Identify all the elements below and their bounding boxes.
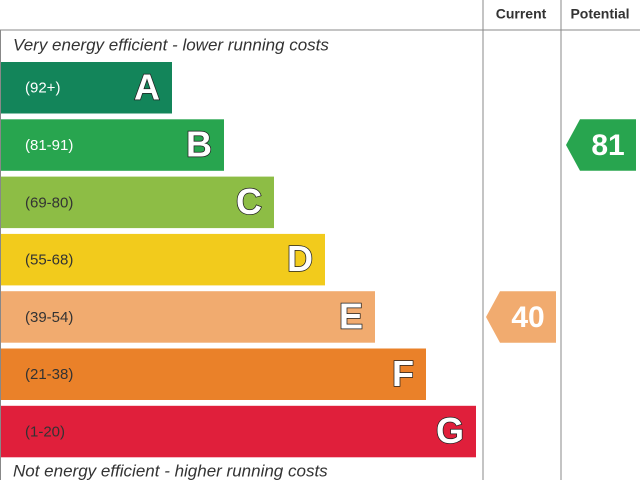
top-note: Very energy efficient - lower running co… [13,35,329,54]
band [1,291,375,343]
band [1,176,274,229]
band [1,348,426,400]
potential-score: 81 [591,129,624,162]
band-letter: B [186,124,212,165]
current-score: 40 [511,301,544,334]
band [1,119,224,171]
band-letter: C [236,181,262,222]
band-range: (81-91) [25,137,73,154]
band-letter: F [392,353,414,394]
potential-header: Potential [570,6,629,22]
band [1,233,325,286]
band-range: (1-20) [25,424,65,441]
band-range: (69-80) [25,194,73,211]
band-range: (92+) [25,80,60,97]
potential-arrow [566,119,636,171]
band-range: (39-54) [25,309,73,326]
bottom-note: Not energy efficient - higher running co… [13,461,328,480]
band-letter: A [134,66,160,107]
band-letter: E [339,295,363,336]
band-letter: D [287,238,313,279]
band-range: (21-38) [25,366,73,383]
current-header: Current [496,6,547,22]
current-arrow [486,291,556,343]
band-range: (55-68) [25,252,73,269]
band [1,62,172,114]
band [1,405,476,458]
band-letter: G [436,410,464,451]
